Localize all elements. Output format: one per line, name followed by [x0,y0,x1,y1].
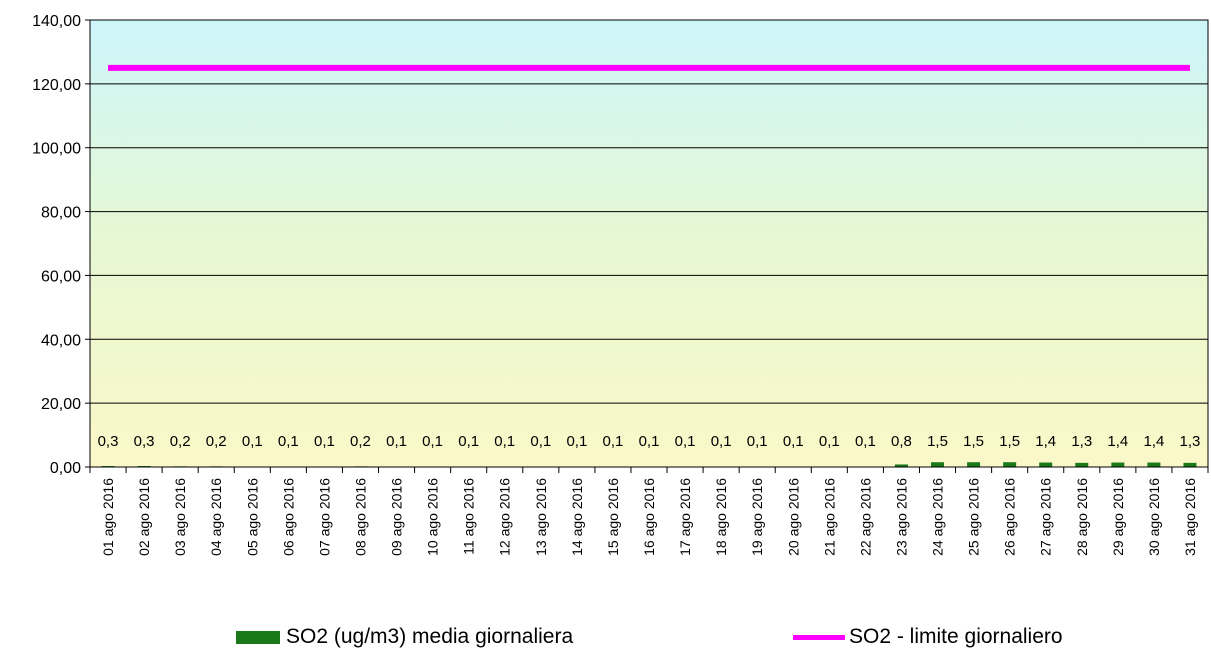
data-label: 0,1 [711,433,732,450]
data-label: 0,1 [386,433,407,450]
legend-bar: SO2 (ug/m3) media giornaliera [236,622,573,652]
bar [1111,462,1125,467]
y-tick-label: 40,00 [41,332,81,349]
bar [1183,462,1197,467]
bar [1075,462,1089,467]
x-tick-label: 04 ago 2016 [208,478,224,556]
x-tick-label: 05 ago 2016 [244,478,260,556]
x-tick-label: 10 ago 2016 [425,478,441,556]
data-label: 0,1 [566,433,587,450]
data-label: 1,4 [1035,433,1056,450]
x-tick-label: 31 ago 2016 [1182,478,1198,556]
data-label: 1,3 [1180,433,1201,450]
data-label: 0,8 [891,433,912,450]
data-label: 0,2 [350,433,371,450]
data-label: 0,1 [747,433,768,450]
data-label: 0,1 [422,433,443,450]
data-label: 0,1 [783,433,804,450]
x-tick-label: 02 ago 2016 [136,478,152,556]
x-tick-label: 25 ago 2016 [966,478,982,556]
bar [967,462,981,467]
x-tick-label: 16 ago 2016 [641,478,657,556]
x-tick-label: 15 ago 2016 [605,478,621,556]
x-tick-label: 23 ago 2016 [893,478,909,556]
x-tick-label: 07 ago 2016 [316,478,332,556]
x-tick-label: 27 ago 2016 [1038,478,1054,556]
x-tick-label: 09 ago 2016 [389,478,405,556]
x-tick-label: 20 ago 2016 [785,478,801,556]
data-label: 0,1 [242,433,263,450]
data-label: 0,1 [855,433,876,450]
bar [931,462,945,467]
data-label: 0,1 [639,433,660,450]
data-label: 0,3 [134,433,155,450]
x-tick-label: 26 ago 2016 [1002,478,1018,556]
data-label: 1,4 [1107,433,1128,450]
data-label: 0,1 [494,433,515,450]
x-tick-label: 18 ago 2016 [713,478,729,556]
x-tick-label: 17 ago 2016 [677,478,693,556]
data-label: 0,1 [458,433,479,450]
y-tick-label: 80,00 [41,205,81,222]
x-tick-label: 29 ago 2016 [1110,478,1126,556]
plot-area [90,20,1208,467]
legend-line-swatch [793,634,845,640]
legend-bar-swatch [236,630,280,644]
x-tick-label: 08 ago 2016 [352,478,368,556]
bar [1003,462,1017,467]
y-tick-label: 140,00 [32,13,81,30]
data-label: 0,1 [530,433,551,450]
data-label: 1,5 [999,433,1020,450]
data-label: 0,1 [819,433,840,450]
data-label: 0,1 [675,433,696,450]
bar [894,464,908,467]
legend-line: SO2 - limite giornaliero [793,622,1063,652]
y-tick-label: 0,00 [50,460,81,477]
data-label: 0,1 [603,433,624,450]
x-tick-label: 11 ago 2016 [461,478,477,555]
x-tick-label: 24 ago 2016 [930,478,946,556]
x-tick-label: 12 ago 2016 [497,478,513,556]
data-label: 0,1 [278,433,299,450]
x-tick-label: 06 ago 2016 [280,478,296,556]
x-tick-label: 30 ago 2016 [1146,478,1162,556]
x-tick-label: 22 ago 2016 [857,478,873,556]
x-tick-label: 14 ago 2016 [569,478,585,556]
x-tick-label: 28 ago 2016 [1074,478,1090,556]
y-tick-label: 100,00 [32,141,81,158]
data-label: 0,1 [314,433,335,450]
y-tick-label: 60,00 [41,268,81,285]
bar [1147,462,1161,467]
x-tick-label: 03 ago 2016 [172,478,188,556]
legend-line-label: SO2 - limite giornaliero [849,625,1063,648]
y-tick-label: 20,00 [41,396,81,413]
data-label: 0,2 [170,433,191,450]
bar [1039,462,1053,467]
legend-bar-label: SO2 (ug/m3) media giornaliera [286,625,574,648]
data-label: 0,3 [98,433,119,450]
data-label: 1,4 [1143,433,1164,450]
y-tick-label: 120,00 [32,77,81,94]
data-label: 1,5 [963,433,984,450]
x-tick-label: 21 ago 2016 [821,478,837,556]
data-label: 0,2 [206,433,227,450]
x-tick-label: 13 ago 2016 [533,478,549,556]
data-label: 1,5 [927,433,948,450]
data-label: 1,3 [1071,433,1092,450]
x-tick-label: 19 ago 2016 [749,478,765,556]
x-tick-label: 01 ago 2016 [100,478,116,556]
